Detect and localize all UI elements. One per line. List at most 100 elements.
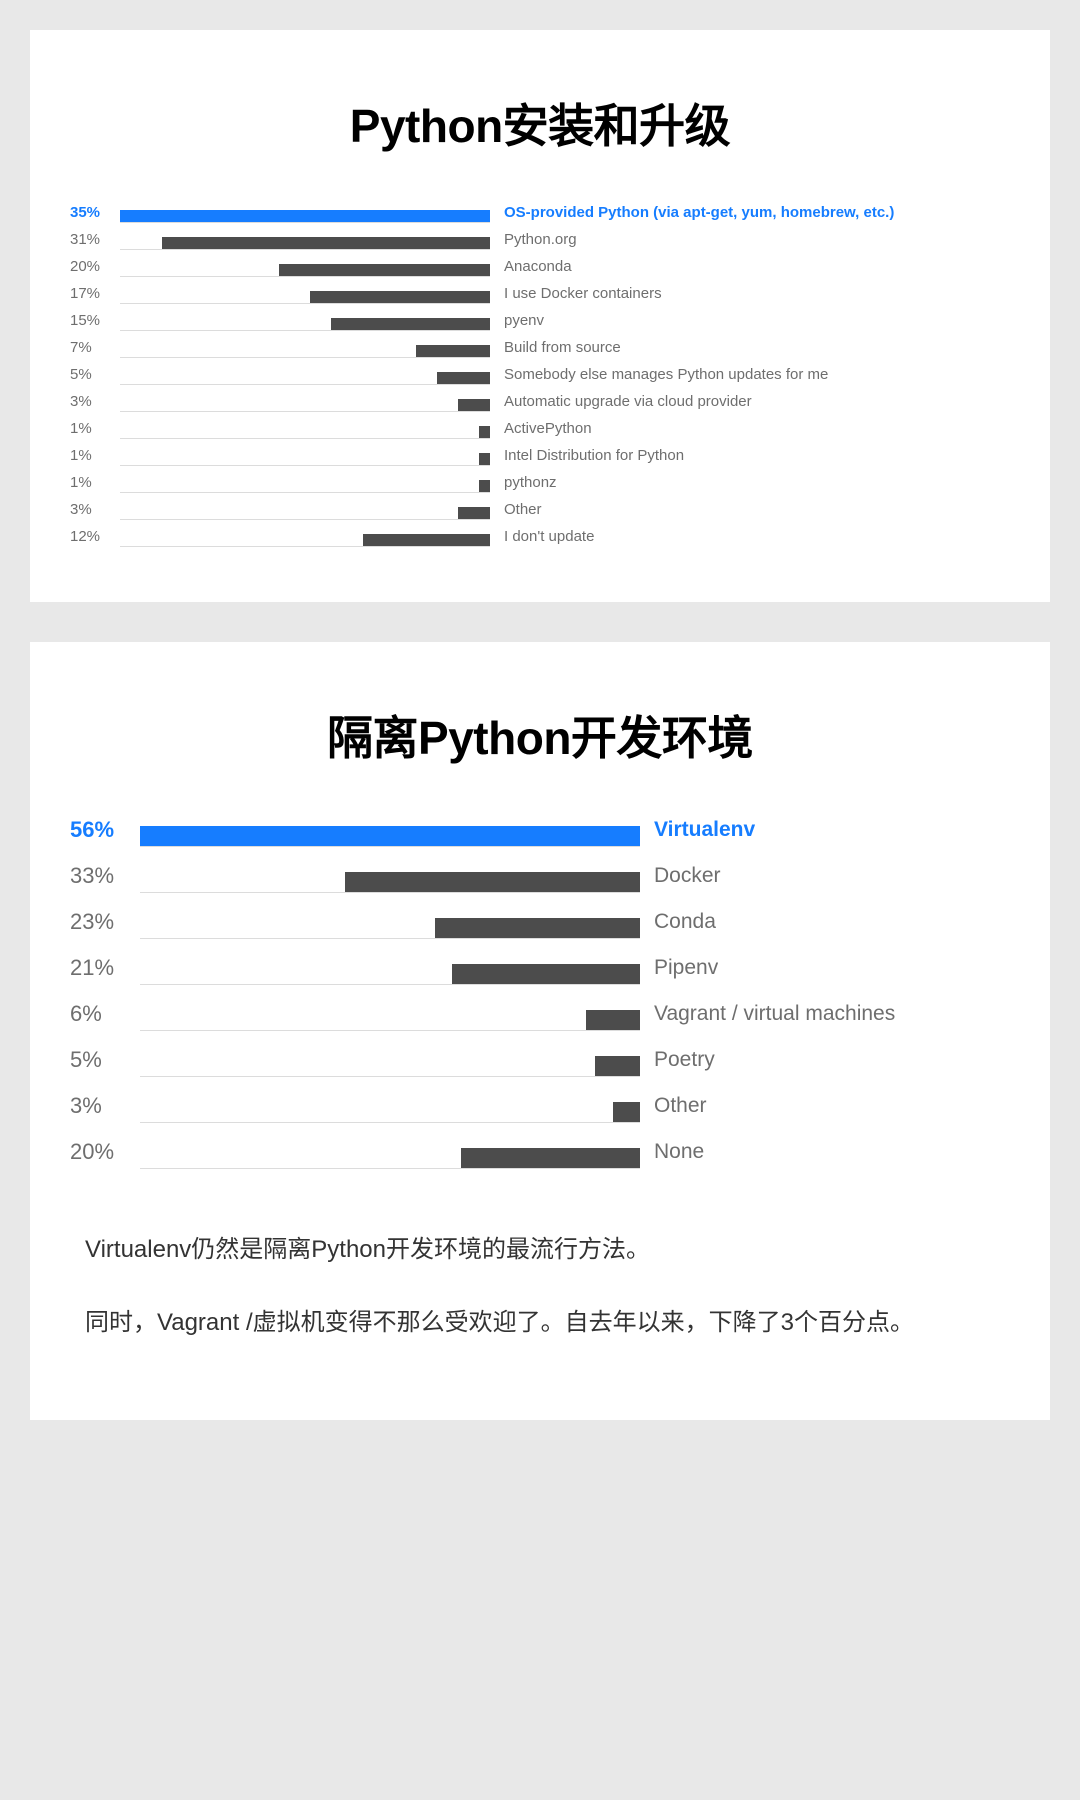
bar-fill — [331, 318, 490, 330]
bar-fill — [437, 372, 490, 384]
percent-label: 1% — [70, 420, 120, 437]
bar-track — [140, 859, 640, 893]
bar-row: 56% Virtualenv — [70, 813, 1010, 847]
item-label: ActivePython — [504, 420, 592, 437]
item-label: Virtualenv — [654, 818, 755, 842]
bar-fill — [416, 345, 490, 357]
bar-fill — [479, 480, 490, 492]
bar-row: 3% Other — [70, 498, 1010, 520]
bar-fill — [310, 291, 490, 303]
percent-label: 5% — [70, 366, 120, 383]
percent-label: 35% — [70, 204, 120, 221]
chart-title-isolation: 隔离Python开发环境 — [70, 702, 1010, 768]
bar-track — [120, 444, 490, 466]
bar-chart-install: 35% OS-provided Python (via apt-get, yum,… — [70, 201, 1010, 547]
bar-chart-isolation: 56%Virtualenv33%Docker23%Conda21%Pipenv6… — [70, 813, 1010, 1169]
bar-track — [120, 525, 490, 547]
bar-track — [120, 228, 490, 250]
bar-row: 3% Automatic upgrade via cloud provider — [70, 390, 1010, 412]
bar-row: 1% Intel Distribution for Python — [70, 444, 1010, 466]
bar-row: 1%pythonz — [70, 471, 1010, 493]
bar-fill — [363, 534, 490, 546]
bar-track — [140, 951, 640, 985]
bar-track — [120, 417, 490, 439]
item-label: None — [654, 1140, 704, 1164]
bar-row: 35% OS-provided Python (via apt-get, yum,… — [70, 201, 1010, 223]
bar-row: 6% Vagrant / virtual machines — [70, 997, 1010, 1031]
bar-fill — [595, 1056, 640, 1076]
percent-label: 21% — [70, 955, 140, 981]
percent-label: 20% — [70, 1139, 140, 1165]
bar-row: 31% Python.org — [70, 228, 1010, 250]
bar-fill — [458, 507, 490, 519]
body-paragraph: Virtualenv仍然是隔离Python开发环境的最流行方法。 — [85, 1224, 995, 1277]
item-label: Python.org — [504, 231, 577, 248]
bar-fill — [162, 237, 490, 249]
bar-row: 21% Pipenv — [70, 951, 1010, 985]
bar-fill — [435, 918, 640, 938]
bar-track — [140, 1135, 640, 1169]
bar-row: 3% Other — [70, 1089, 1010, 1123]
bar-row: 5% Poetry — [70, 1043, 1010, 1077]
item-label: I use Docker containers — [504, 285, 662, 302]
bar-row: 5% Somebody else manages Python updates f… — [70, 363, 1010, 385]
bar-track — [120, 363, 490, 385]
bar-row: 12% I don't update — [70, 525, 1010, 547]
bar-track — [120, 201, 490, 223]
percent-label: 15% — [70, 312, 120, 329]
bar-track — [140, 813, 640, 847]
body-text-isolation: Virtualenv仍然是隔离Python开发环境的最流行方法。同时，Vagra… — [70, 1224, 1010, 1350]
bar-row: 33% Docker — [70, 859, 1010, 893]
bar-row: 20% None — [70, 1135, 1010, 1169]
item-label: Build from source — [504, 339, 621, 356]
bar-track — [140, 1089, 640, 1123]
bar-fill — [140, 826, 640, 846]
bar-fill — [458, 399, 490, 411]
percent-label: 5% — [70, 1047, 140, 1073]
item-label: Poetry — [654, 1048, 715, 1072]
item-label: Conda — [654, 910, 716, 934]
bar-row: 20%Anaconda — [70, 255, 1010, 277]
item-label: Somebody else manages Python updates for… — [504, 366, 828, 383]
item-label: Pipenv — [654, 956, 718, 980]
percent-label: 6% — [70, 1001, 140, 1027]
bar-fill — [479, 426, 490, 438]
item-label: Other — [504, 501, 542, 518]
item-label: OS-provided Python (via apt-get, yum, ho… — [504, 204, 894, 221]
chart-card-isolation: 隔离Python开发环境 56%Virtualenv33%Docker23%Co… — [30, 642, 1050, 1420]
item-label: Intel Distribution for Python — [504, 447, 684, 464]
chart-title-install: Python安装和升级 — [70, 90, 1010, 156]
item-label: Vagrant / virtual machines — [654, 1002, 895, 1026]
chart-card-install: Python安装和升级 35% OS-provided Python (via a… — [30, 30, 1050, 602]
bar-track — [120, 498, 490, 520]
bar-row: 15%pyenv — [70, 309, 1010, 331]
body-paragraph: 同时，Vagrant /虚拟机变得不那么受欢迎了。自去年以来，下降了3个百分点。 — [85, 1297, 995, 1350]
percent-label: 1% — [70, 447, 120, 464]
item-label: I don't update — [504, 528, 594, 545]
item-label: Automatic upgrade via cloud provider — [504, 393, 752, 410]
percent-label: 17% — [70, 285, 120, 302]
item-label: Docker — [654, 864, 721, 888]
percent-label: 12% — [70, 528, 120, 545]
bar-track — [120, 255, 490, 277]
percent-label: 3% — [70, 1093, 140, 1119]
bar-fill — [586, 1010, 640, 1030]
percent-label: 33% — [70, 863, 140, 889]
bar-fill — [120, 210, 490, 222]
percent-label: 31% — [70, 231, 120, 248]
bar-track — [120, 282, 490, 304]
percent-label: 20% — [70, 258, 120, 275]
bar-row: 7%Build from source — [70, 336, 1010, 358]
bar-track — [120, 390, 490, 412]
percent-label: 56% — [70, 817, 140, 843]
bar-fill — [479, 453, 490, 465]
percent-label: 3% — [70, 501, 120, 518]
bar-track — [120, 309, 490, 331]
bar-fill — [279, 264, 490, 276]
percent-label: 3% — [70, 393, 120, 410]
bar-track — [120, 471, 490, 493]
bar-track — [120, 336, 490, 358]
bar-fill — [452, 964, 640, 984]
item-label: Other — [654, 1094, 707, 1118]
percent-label: 1% — [70, 474, 120, 491]
